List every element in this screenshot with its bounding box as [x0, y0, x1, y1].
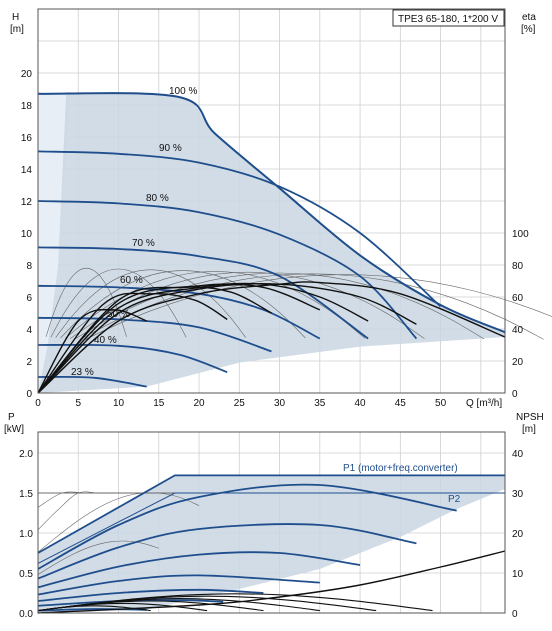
x-tick-label: 10: [113, 398, 125, 409]
eta-tick-label: 0: [512, 389, 518, 400]
p-tick-label: 2.0: [19, 449, 33, 460]
h-tick-label: 12: [21, 197, 33, 208]
p2-curve: [37, 492, 505, 564]
h-tick-label: 0: [26, 389, 32, 400]
bottom-curves: [37, 474, 506, 614]
top-y-right-label: eta: [522, 12, 536, 23]
bottom-tick-labels: 0.0 0.5 1.0 1.5 2.0 0 10 20 30 40: [19, 449, 523, 620]
eta-tick-label: 20: [512, 357, 524, 368]
power-curve: [37, 523, 417, 580]
p-tick-label: 0.5: [19, 569, 33, 580]
thin-eta-curve: [65, 271, 366, 339]
top-tick-labels: 0 5 10 15 20 25 30 35 40 45 50 0 2 4 6 8 10 12 14 16 18 20 0 20…: [21, 69, 529, 409]
bottom-plot-frame: [37, 431, 506, 614]
eta-tick-label: 60: [512, 293, 524, 304]
x-tick-label: 0: [35, 398, 41, 409]
speed-label-70: 70 %: [132, 238, 155, 249]
p-tick-label: 1.5: [19, 489, 33, 500]
efficiency-curve: [37, 292, 228, 394]
efficiency-curve: [37, 286, 272, 394]
speed-label-80: 80 %: [146, 193, 169, 204]
thin-eta-curve: [60, 270, 306, 339]
p1-curve: [37, 474, 505, 554]
npsh-tick-label: 0: [512, 609, 518, 620]
bottom-y-left-label: P: [8, 412, 15, 423]
p-tick-label: 0.0: [19, 609, 33, 620]
bottom-y-right-unit: [m]: [522, 424, 536, 435]
speed-label-40: 40 %: [94, 335, 117, 346]
thin-eta-curve: [74, 272, 485, 340]
h-tick-label: 20: [21, 69, 33, 80]
speed-curve-50: [37, 316, 272, 353]
power-curve: [37, 608, 147, 612]
bottom-operating-area: [38, 475, 505, 613]
npsh-curve: [37, 550, 506, 614]
speed-label-100: 100 %: [169, 86, 197, 97]
speed-label-50: 50 %: [107, 309, 130, 320]
x-tick-label: 30: [274, 398, 286, 409]
eta-tick-label: 40: [512, 325, 524, 336]
h-tick-label: 4: [26, 325, 32, 336]
top-x-label: Q [m³/h]: [466, 398, 502, 409]
title-box: [392, 9, 505, 27]
x-tick-label: 50: [435, 398, 447, 409]
power-curve: [37, 588, 264, 602]
speed-curve-80: [37, 200, 418, 340]
h-tick-label: 14: [21, 165, 33, 176]
top-plot-frame: [37, 8, 506, 394]
npsh-tick-label: 10: [512, 569, 524, 580]
top-y-right-unit: [%]: [521, 24, 536, 35]
bottom-y-right-label: NPSH: [516, 412, 544, 423]
npsh-tick-label: 40: [512, 449, 524, 460]
thin-eta-curve: [45, 267, 127, 337]
x-tick-label: 40: [355, 398, 367, 409]
efficiency-curve: [37, 308, 147, 394]
thin-eta-curve: [84, 274, 552, 340]
h-tick-label: 18: [21, 101, 33, 112]
x-tick-label: 45: [395, 398, 407, 409]
top-blue-area: [38, 93, 505, 393]
h-tick-label: 8: [26, 261, 32, 272]
low-flow-curve: [37, 593, 433, 612]
speed-curve-90: [37, 150, 442, 308]
h-tick-label: 6: [26, 293, 32, 304]
bottom-blue-area: [38, 475, 505, 613]
thin-eta-curve: [79, 273, 544, 340]
chart-title: TPE3 65-180, 1*200 V: [398, 14, 498, 25]
eta-tick-label: 80: [512, 261, 524, 272]
x-tick-label: 20: [193, 398, 205, 409]
h-tick-label: 16: [21, 133, 33, 144]
speed-curve-70: [37, 246, 369, 340]
npsh-tick-label: 30: [512, 489, 524, 500]
power-curve: [37, 483, 457, 570]
h-tick-label: 10: [21, 229, 33, 240]
h-tick-label: 2: [26, 357, 32, 368]
x-tick-label: 15: [153, 398, 165, 409]
top-y-left-label: H: [12, 12, 19, 23]
speed-label-90: 90 %: [159, 143, 182, 154]
eta-tick-label: 100: [512, 229, 529, 240]
p-tick-label: 1.0: [19, 529, 33, 540]
p2-label: P2: [448, 494, 461, 505]
thin-eta-curve: [55, 269, 246, 338]
x-tick-label: 5: [75, 398, 81, 409]
npsh-tick-label: 20: [512, 529, 524, 540]
speed-label-23: 23 %: [71, 367, 94, 378]
efficiency-curve: [37, 283, 417, 394]
x-tick-label: 35: [314, 398, 326, 409]
speed-label-60: 60 %: [120, 275, 143, 286]
power-curve: [37, 551, 361, 589]
top-operating-area: [38, 93, 505, 394]
thin-eta-curve: [50, 268, 187, 338]
x-tick-label: 25: [234, 398, 246, 409]
top-curves: [37, 92, 552, 394]
top-y-left-unit: [m]: [10, 24, 24, 35]
power-curve: [37, 599, 224, 607]
power-curve: [37, 574, 320, 596]
p1-label: P1 (motor+freq.converter): [343, 463, 458, 474]
bottom-y-left-unit: [kW]: [4, 424, 24, 435]
